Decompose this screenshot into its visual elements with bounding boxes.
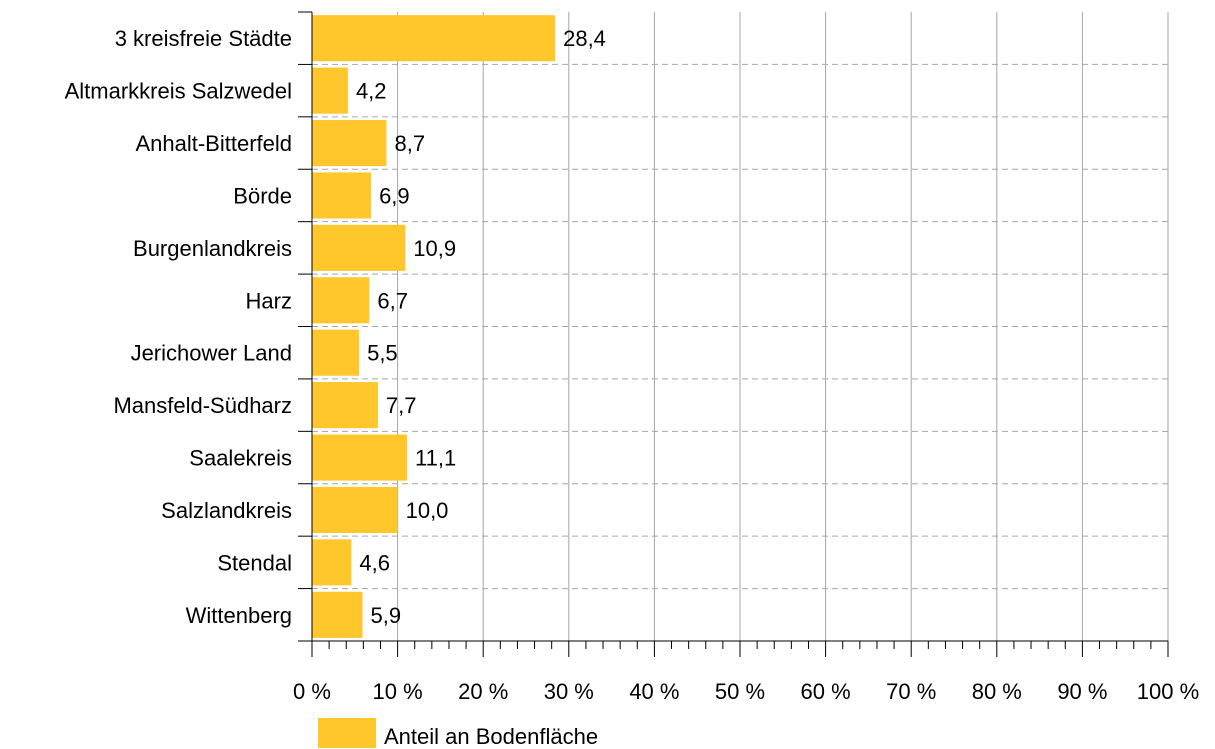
category-label-10: Stendal [217,550,292,575]
bar-1 [312,67,348,114]
bars [312,15,556,638]
legend-swatch [318,718,376,748]
data-label-11: 5,9 [371,603,402,628]
x-tick-label-3: 30 % [544,679,594,704]
data-label-4: 10,9 [413,236,456,261]
bar-3 [312,172,372,219]
category-label-0: 3 kreisfreie Städte [115,26,292,51]
axes [298,11,1169,657]
legend: Anteil an Bodenfläche [318,718,598,749]
category-label-1: Altmarkkreis Salzwedel [65,79,292,104]
category-label-7: Mansfeld-Südharz [113,393,292,418]
category-label-2: Anhalt-Bitterfeld [135,131,292,156]
bar-11 [312,591,363,638]
x-tick-label-5: 50 % [715,679,765,704]
category-label-6: Jerichower Land [131,341,292,366]
bar-10 [312,539,352,586]
bar-6 [312,329,360,376]
data-label-3: 6,9 [379,183,410,208]
legend-label: Anteil an Bodenfläche [384,724,598,749]
bar-7 [312,382,378,429]
data-label-9: 10,0 [406,498,449,523]
bar-2 [312,119,387,167]
x-tick-label-1: 10 % [373,679,423,704]
bar-5 [312,277,370,324]
grid [312,12,1169,641]
data-label-7: 7,7 [386,393,417,418]
x-tick-label-8: 80 % [972,679,1022,704]
category-label-3: Börde [233,183,292,208]
bar-8 [312,434,408,481]
bar-9 [312,486,398,534]
x-tick-label-4: 40 % [629,679,679,704]
labels: 28,4 3 kreisfreie Städte 4,2 Altmarkkreis S… [65,26,1200,704]
bar-0 [312,15,556,62]
x-tick-label-10: 100 % [1137,679,1199,704]
data-label-6: 5,5 [367,341,398,366]
category-label-11: Wittenberg [186,603,292,628]
x-tick-label-0: 0 % [293,679,331,704]
category-label-5: Harz [246,288,292,313]
category-label-8: Saalekreis [189,446,292,471]
bar-4 [312,224,406,271]
data-label-8: 11,1 [415,446,456,471]
data-label-10: 4,6 [359,550,390,575]
data-label-1: 4,2 [356,79,387,104]
data-label-0: 28,4 [563,26,606,51]
x-tick-label-6: 60 % [801,679,851,704]
x-tick-label-2: 20 % [458,679,508,704]
data-label-5: 6,7 [377,288,408,313]
x-tick-label-7: 70 % [886,679,936,704]
category-label-4: Burgenlandkreis [133,236,292,261]
x-tick-label-9: 90 % [1057,679,1107,704]
category-label-9: Salzlandkreis [161,498,292,523]
data-label-2: 8,7 [394,131,425,156]
